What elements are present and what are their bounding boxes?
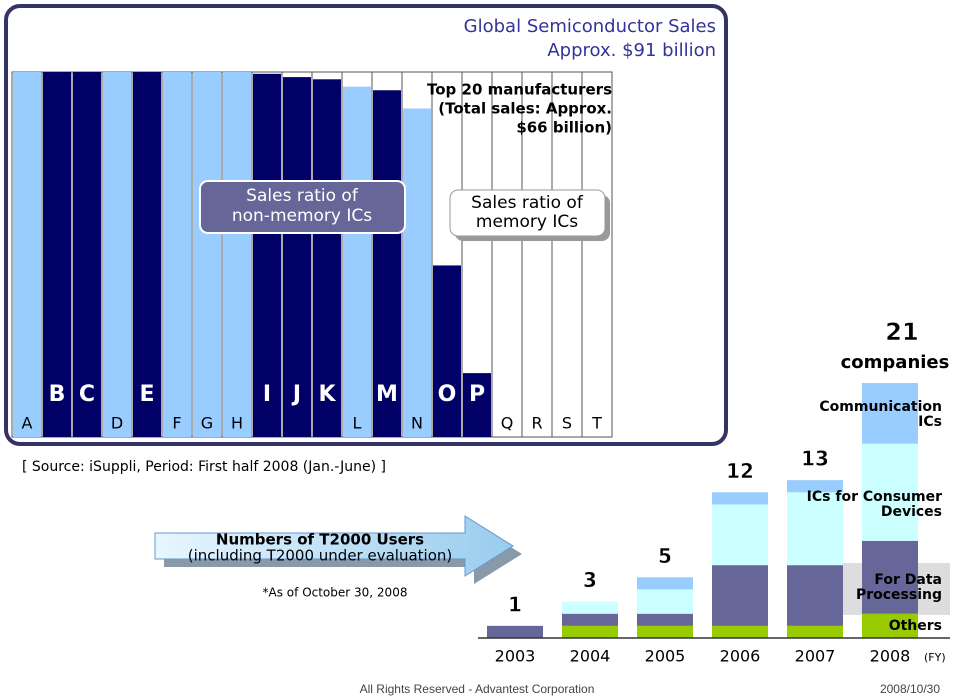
label-box [449,189,606,237]
category-label: M [376,382,398,407]
bar-segment [862,540,918,614]
total-label: 12 [726,459,754,483]
series-label: For Data Processing [855,572,942,603]
series-label: Others [888,618,942,634]
category-label: E [139,382,154,407]
bar [253,73,281,437]
bar [283,77,311,438]
column-frame [491,71,523,438]
bar-segment [562,601,618,614]
category-label: C [79,382,95,407]
bar [403,108,431,437]
series-label: ICs for Consumer Devices [806,489,942,520]
bar-segment [712,492,768,505]
bar-segment [787,492,843,566]
category-label: D [111,414,123,433]
annotation: (Total sales: Approx. [438,100,612,118]
source: [ Source: iSuppli, Period: First half 20… [22,459,386,475]
column-frame [581,71,613,438]
bar-segment [787,625,843,638]
x-tick-label: 2006 [720,647,761,666]
category-label: J [291,382,301,407]
bar [463,373,491,437]
x-tick-label: 2003 [495,647,536,666]
bar-segment [562,625,618,638]
label-text: Sales ratio of [471,193,584,213]
category-label: H [231,414,243,433]
bar [313,79,341,438]
category-label: S [562,414,572,433]
bar [133,72,161,437]
bar [223,72,251,437]
category-label: A [22,414,33,433]
bar-segment [637,577,693,590]
footer-right: 2008/10/30 [880,682,940,696]
label-box [199,180,406,234]
total-unit: companies [841,352,950,373]
x-tick-label: 2008 [870,647,911,666]
annotation: Top 20 manufacturers [427,81,612,99]
bar [343,86,371,437]
total-label: 1 [508,592,522,616]
bar [193,72,221,437]
chart-subtitle: (including T2000 under evaluation) [188,547,453,565]
x-tick-label: 2007 [795,647,836,666]
bar-segment [637,613,693,626]
category-label: F [172,414,181,433]
label-text: memory ICs [476,212,578,232]
chart-title: Numbers of T2000 Users [216,531,424,549]
bar [73,72,101,437]
category-label: L [353,414,362,433]
bar-segment [637,625,693,638]
bar-segment [862,443,918,541]
bar [433,265,461,437]
chart-title: Global Semiconductor Sales [464,16,716,37]
category-label: Q [501,414,514,433]
bar-segment [562,613,618,626]
label-text: non-memory ICs [232,206,372,226]
category-label: N [411,414,423,433]
total-label: 3 [583,568,597,592]
bar-segment [862,613,918,638]
category-label: K [318,382,336,407]
bar-segment [487,625,543,638]
total-label: 21 [885,318,918,346]
footer-left: All Rights Reserved - Advantest Corporat… [360,682,595,696]
category-label: G [201,414,213,433]
bar-segment [712,625,768,638]
annotation: $66 billion) [516,119,612,137]
category-label: P [469,382,485,407]
bar-segment [787,480,843,493]
x-tick-label: 2004 [570,647,611,666]
bar [13,72,41,437]
bar [43,72,71,437]
category-label: B [49,382,66,407]
label-text: Sales ratio of [246,186,359,206]
series-label: Communication ICs [819,399,942,430]
bar [373,90,401,437]
chart-subtitle: Approx. $91 billion [547,40,716,61]
bar-segment [862,383,918,444]
total-label: 13 [801,447,829,471]
x-axis-label: (FY) [924,651,946,664]
note: *As of October 30, 2008 [263,586,408,600]
x-tick-label: 2005 [645,647,686,666]
category-label: T [591,414,602,433]
bar-segment [637,589,693,614]
arrow [154,515,514,577]
total-label: 5 [658,544,672,568]
category-label: R [531,414,542,433]
bar-segment [787,565,843,626]
column-frame [551,71,583,438]
category-label: O [438,382,457,407]
category-label: I [263,382,271,407]
bar-segment [712,565,768,626]
bar-segment [712,504,768,566]
bar [103,72,131,437]
bar [163,72,191,437]
